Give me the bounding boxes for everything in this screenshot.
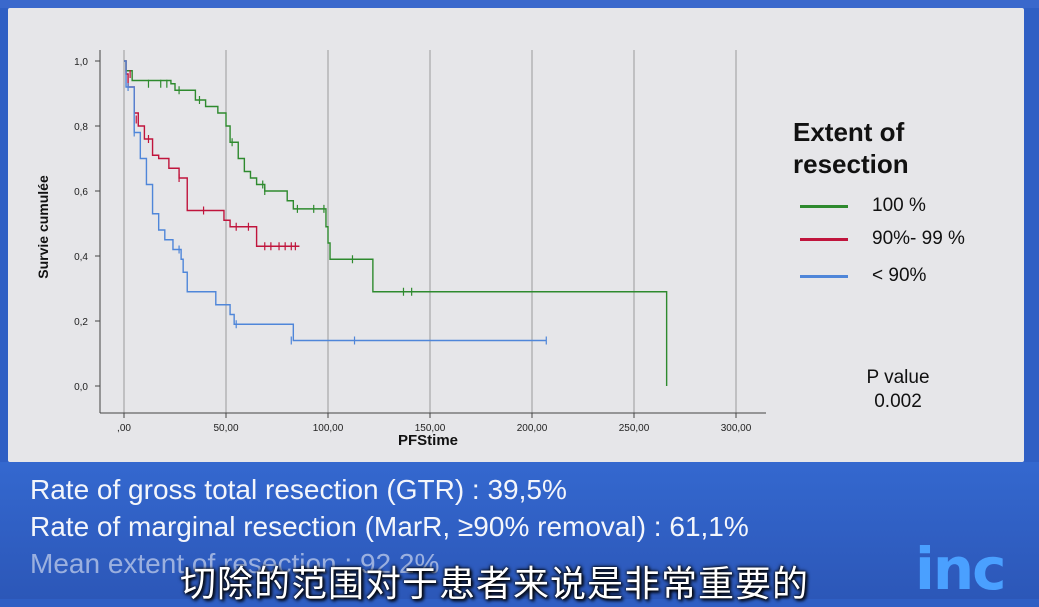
stat-gtr: Rate of gross total resection (GTR) : 39… [30, 474, 567, 505]
legend-label-90-99: 90%- 99 % [872, 228, 965, 249]
x-tick-label: 200,00 [517, 423, 548, 434]
legend-title: Extent of resection [793, 117, 909, 179]
chart-series [124, 60, 668, 386]
y-tick-label: 0,8 [74, 122, 88, 133]
legend-item-90-99: 90%- 99 % [800, 228, 965, 250]
y-tick-label: 0,6 [74, 187, 88, 198]
x-axis-label: PFStime [398, 432, 458, 449]
p-value-number: 0.002 [874, 391, 922, 412]
top-strip [0, 0, 1039, 8]
x-tick-label: 150,00 [415, 423, 446, 434]
legend-label-lt90: < 90% [872, 265, 927, 286]
stats-area: Rate of gross total resection (GTR) : 39… [0, 462, 1039, 599]
chart-grid [123, 50, 737, 413]
y-tick-label: 0,4 [74, 252, 88, 263]
y-tick-label: 0,0 [74, 382, 88, 393]
x-tick-label: 50,00 [213, 423, 238, 434]
x-tick-label: 250,00 [619, 423, 650, 434]
x-tick-label: 300,00 [721, 423, 752, 434]
legend-swatch-red [800, 237, 848, 241]
p-value-box: P value 0.002 [848, 366, 948, 414]
y-axis-label: Survie cumulée [35, 175, 51, 279]
series-line-1 [124, 60, 300, 247]
legend-item-lt90: < 90% [800, 265, 926, 287]
series-line-0 [124, 60, 668, 386]
video-subtitle: 切除的范围对于患者来说是非常重要的 [180, 563, 810, 604]
x-tick-label: ,00 [117, 423, 131, 434]
legend-swatch-green [800, 204, 848, 208]
chart-axes: ,00 50,00 100,00 150,00 200,00 250,00 300,00 0,… [74, 50, 766, 434]
stat-mean-eor: Mean extent of resection : 92,2% [30, 548, 440, 579]
legend-item-100: 100 % [800, 195, 926, 217]
x-tick-label: 100,00 [313, 423, 344, 434]
km-chart: ,00 50,00 100,00 150,00 200,00 250,00 300,00 0,… [35, 50, 766, 449]
series-line-2 [124, 60, 547, 342]
y-tick-label: 0,2 [74, 317, 88, 328]
stat-marr: Rate of marginal resection (MarR, ≥90% r… [30, 511, 749, 542]
slide-panel: ,00 50,00 100,00 150,00 200,00 250,00 300,00 0,… [8, 8, 1024, 462]
legend-label-100: 100 % [872, 195, 926, 216]
p-value-label: P value [866, 367, 930, 388]
y-tick-label: 1,0 [74, 57, 88, 68]
legend-swatch-blue [800, 274, 848, 278]
inc-logo: inc [915, 535, 1007, 603]
